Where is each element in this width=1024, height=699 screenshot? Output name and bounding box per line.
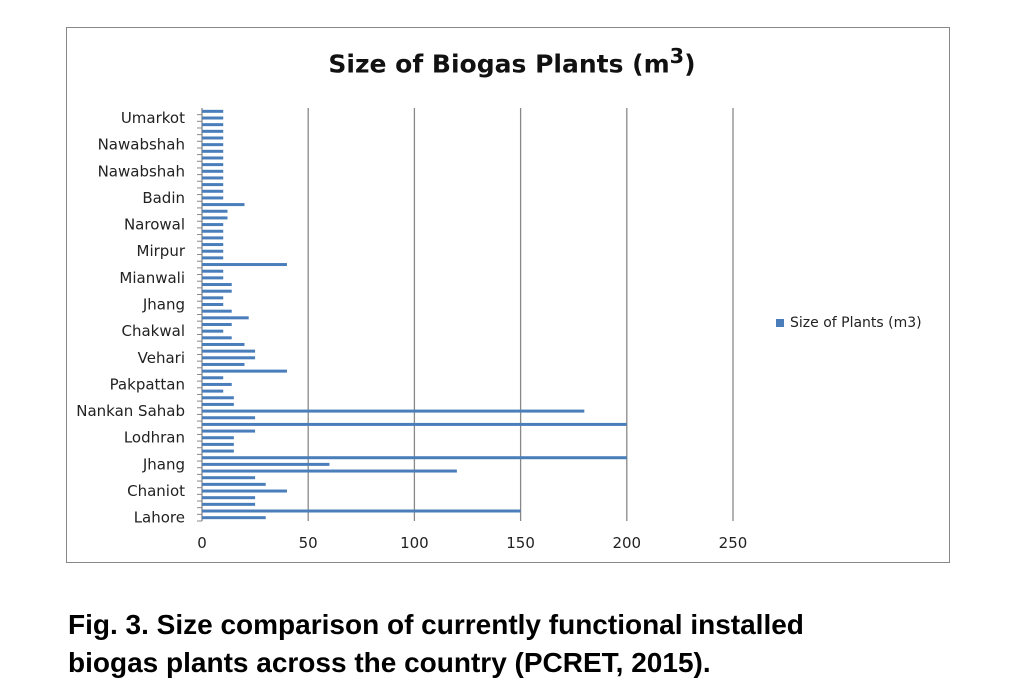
x-tick-label: 150 [506,534,535,552]
y-tick-label: Nawabshah [98,162,185,180]
figure-caption: Fig. 3. Size comparison of currently fun… [68,606,804,682]
y-tick-label: Jhang [142,455,185,473]
bar [202,116,224,120]
bar [202,496,256,500]
bar [202,389,224,393]
bar [202,123,224,127]
y-tick-label: Lahore [134,509,185,527]
bar [202,276,224,280]
title-text: Size of Biogas Plants (m [328,49,670,79]
bar [202,163,224,167]
y-tick-label: Badin [142,189,185,207]
bar [202,203,245,207]
caption-line-1: Fig. 3. Size comparison of currently fun… [68,609,804,640]
bar [202,469,457,473]
x-tick-label: 0 [197,534,207,552]
title-end: ) [684,49,696,79]
bar [202,256,224,260]
bar [202,402,234,406]
y-tick-label: Chakwal [122,322,186,340]
bar [202,416,256,420]
bar [202,263,287,267]
bar [202,269,224,273]
bar [202,376,224,380]
bar [202,296,224,300]
bar [202,516,266,520]
bar [202,183,224,187]
y-tick-label: Nawabshah [98,136,185,154]
y-tick-label: Lodhran [124,429,185,447]
y-tick-label: Mianwali [119,269,185,287]
bar [202,303,224,307]
bar [202,322,232,326]
legend-label: Size of Plants (m3) [790,315,922,331]
bar [202,382,232,386]
bar [202,429,256,433]
bar [202,236,224,240]
bar [202,169,224,173]
bar [202,442,234,446]
chart-title: Size of Biogas Plants (m3) [0,44,1024,78]
bar [202,436,234,440]
bar [202,149,224,153]
x-tick-label: 200 [612,534,641,552]
bar [202,329,224,333]
bar [202,143,224,147]
bar [202,196,224,200]
bar [202,349,256,353]
y-tick-label: Umarkot [121,109,185,127]
bar [202,309,232,313]
bar [202,216,228,220]
bar [202,283,232,287]
bar [202,189,224,193]
bar [202,482,266,486]
y-tick-label: Narowal [124,216,185,234]
bar [202,109,224,113]
x-tick-label: 100 [400,534,429,552]
bar [202,136,224,140]
bar [202,243,224,247]
bar [202,356,256,360]
bar [202,336,232,340]
bar [202,342,245,346]
bar [202,129,224,133]
caption-line-2: biogas plants across the country (PCRET,… [68,647,711,678]
bar [202,502,256,506]
y-tick-label: Vehari [138,349,185,367]
bar [202,209,228,213]
bar [202,249,224,253]
bar [202,409,585,413]
bar [202,156,224,160]
bar [202,422,627,426]
bar [202,476,256,480]
x-tick-label: 250 [719,534,748,552]
y-tick-label: Mirpur [137,242,186,260]
bar [202,449,234,453]
bar [202,369,287,373]
bar [202,229,224,233]
y-tick-label: Jhang [142,296,185,314]
bar [202,223,224,227]
y-tick-label: Pakpattan [110,375,185,393]
title-superscript: 3 [669,44,685,68]
bar [202,509,521,513]
bar [202,289,232,293]
bar [202,362,245,366]
legend: Size of Plants (m3) [776,315,922,331]
chart-frame [66,27,950,563]
bar [202,462,330,466]
y-tick-label: Chaniot [127,482,185,500]
bar [202,456,627,460]
bar [202,396,234,400]
x-tick-label: 50 [299,534,318,552]
bar [202,316,249,320]
y-tick-label: Nankan Sahab [76,402,185,420]
legend-swatch [776,319,784,327]
bar [202,176,224,180]
bar [202,489,287,493]
